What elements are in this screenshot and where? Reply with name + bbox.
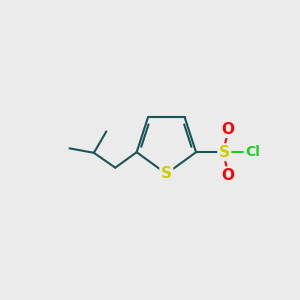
Text: O: O — [221, 122, 234, 136]
Text: S: S — [219, 145, 230, 160]
Text: S: S — [161, 166, 172, 181]
Text: O: O — [221, 168, 234, 183]
Text: Cl: Cl — [245, 145, 260, 159]
